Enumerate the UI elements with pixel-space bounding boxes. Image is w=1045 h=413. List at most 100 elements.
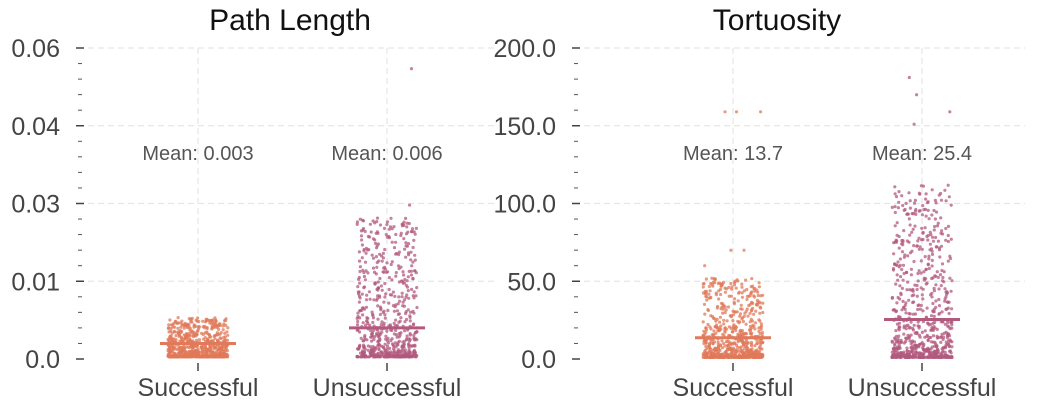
data-point: [917, 209, 921, 213]
data-point: [174, 338, 178, 342]
data-point: [904, 270, 909, 275]
data-point: [897, 190, 901, 194]
data-point: [368, 297, 372, 301]
data-point: [940, 350, 945, 354]
y-tick-label: 0.03: [11, 191, 60, 219]
data-point: [382, 226, 387, 230]
data-point-outlier: [759, 110, 763, 114]
data-point: [936, 355, 940, 359]
data-point: [414, 337, 418, 341]
data-point: [391, 351, 395, 355]
data-point: [754, 352, 759, 356]
data-point: [917, 269, 921, 273]
data-point: [217, 322, 221, 326]
data-point: [704, 277, 709, 281]
data-point: [758, 305, 762, 309]
data-point: [404, 355, 408, 359]
data-point: [355, 222, 359, 226]
data-point: [378, 305, 382, 309]
mean-annotation: Mean: 13.7: [683, 143, 783, 165]
data-point: [708, 342, 712, 346]
data-point: [411, 260, 415, 264]
data-point: [946, 233, 950, 238]
data-point: [908, 325, 912, 330]
data-point: [718, 328, 722, 332]
data-point: [191, 354, 195, 359]
data-point: [895, 233, 899, 237]
data-point: [358, 259, 362, 263]
data-point: [898, 257, 903, 261]
data-point: [759, 322, 764, 326]
data-point: [169, 327, 173, 331]
data-point: [372, 349, 376, 353]
data-point: [365, 248, 370, 252]
data-point: [901, 278, 905, 282]
data-point: [899, 340, 903, 344]
data-point: [361, 227, 366, 231]
data-point: [368, 350, 372, 354]
data-point: [199, 355, 203, 359]
data-point: [900, 308, 904, 312]
data-point: [208, 355, 212, 359]
data-point: [400, 295, 404, 299]
data-point: [405, 353, 409, 357]
data-point: [929, 233, 933, 237]
data-point: [718, 320, 722, 324]
data-point: [743, 346, 747, 350]
data-point: [749, 317, 753, 321]
data-point: [372, 270, 377, 274]
data-point: [221, 328, 225, 332]
data-point: [757, 285, 762, 289]
data-point: [394, 232, 398, 237]
data-point-outlier: [912, 122, 916, 126]
data-point: [899, 291, 903, 295]
data-point: [183, 346, 187, 350]
data-point: [749, 348, 753, 352]
data-point: [385, 329, 389, 333]
data-point: [948, 256, 953, 261]
data-point: [386, 308, 390, 313]
data-point: [221, 324, 225, 328]
data-point: [176, 316, 180, 320]
data-point: [731, 342, 735, 346]
data-point: [378, 223, 383, 227]
data-point: [392, 246, 397, 250]
data-point: [746, 314, 750, 318]
data-point: [371, 316, 376, 320]
data-point: [402, 237, 406, 241]
data-point: [208, 321, 212, 325]
data-point: [938, 255, 942, 259]
data-point: [909, 320, 913, 324]
data-point: [411, 276, 415, 281]
data-point: [359, 336, 363, 340]
data-point: [367, 355, 371, 359]
data-point: [908, 206, 913, 210]
data-point: [909, 273, 914, 277]
data-point: [360, 306, 364, 310]
data-point: [749, 292, 753, 296]
data-point: [397, 252, 401, 257]
data-point: [412, 348, 416, 352]
data-point: [924, 277, 928, 281]
data-point: [709, 350, 713, 354]
data-point: [749, 332, 753, 336]
data-point: [900, 242, 904, 246]
data-point: [213, 316, 217, 320]
data-point: [368, 222, 372, 226]
data-point: [715, 306, 719, 310]
data-point: [930, 291, 934, 295]
data-point: [907, 312, 911, 316]
data-point: [943, 188, 947, 192]
data-point: [890, 355, 894, 359]
data-point: [376, 317, 380, 321]
data-point: [378, 355, 382, 359]
data-point: [356, 355, 360, 359]
data-point: [738, 314, 742, 318]
data-point: [381, 351, 385, 355]
data-point: [171, 347, 175, 351]
data-point: [187, 349, 191, 354]
data-point: [358, 309, 362, 313]
data-point: [735, 343, 739, 347]
data-point: [378, 338, 382, 342]
data-point: [363, 355, 367, 359]
